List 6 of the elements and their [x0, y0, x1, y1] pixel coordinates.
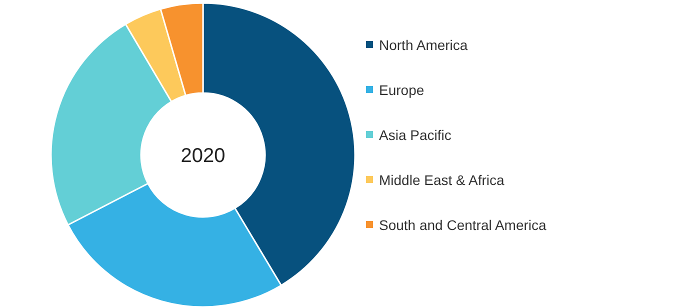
legend-label: North America [379, 36, 468, 53]
legend-label: Middle East & Africa [379, 172, 504, 188]
legend-label: Europe [379, 82, 424, 98]
legend-label: South and Central America [379, 216, 547, 233]
text: 2020 [180, 145, 226, 167]
legend-label: Asia Pacific [379, 126, 452, 143]
